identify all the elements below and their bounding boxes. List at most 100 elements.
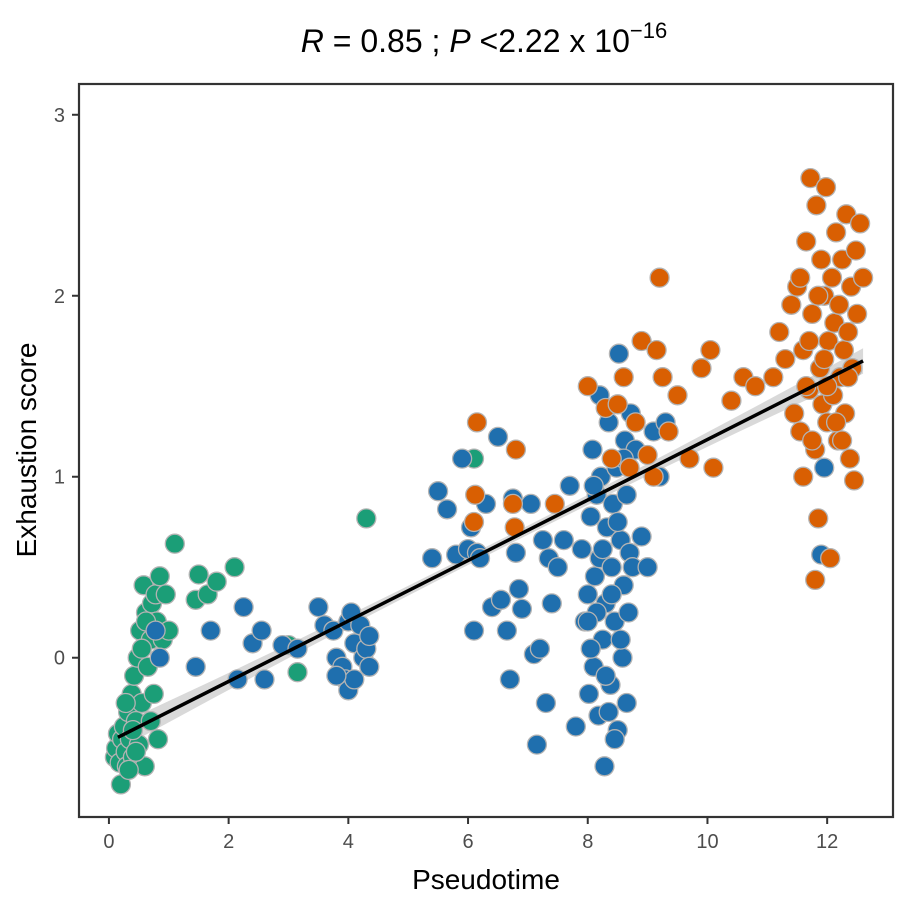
data-point-orange	[769, 321, 790, 343]
data-point-blue	[604, 729, 625, 750]
data-point-orange	[646, 339, 667, 361]
regression-line-layer	[117, 359, 864, 739]
title-r-symbol: R	[301, 23, 324, 59]
data-point-orange	[808, 285, 829, 306]
data-point-orange	[843, 470, 865, 491]
data-point-green	[125, 741, 147, 762]
data-point-blue	[490, 589, 512, 610]
data-point-orange	[808, 508, 829, 529]
data-point-orange	[465, 484, 486, 505]
data-point-orange	[763, 367, 784, 388]
data-point-blue	[511, 598, 533, 620]
data-point-blue	[595, 665, 616, 686]
title-p-exponent: −16	[630, 18, 667, 43]
data-point-orange	[721, 390, 742, 411]
x-axis-title: Pseudotime	[412, 864, 560, 895]
data-point-blue	[616, 692, 637, 714]
data-point-blue	[359, 625, 380, 647]
data-point-orange	[502, 493, 524, 515]
data-point-orange	[613, 367, 634, 388]
x-tick-label: 4	[343, 831, 354, 853]
data-point-blue	[610, 629, 631, 650]
data-point-blue	[499, 669, 521, 690]
data-point-blue	[451, 448, 473, 469]
data-point-green	[188, 564, 209, 585]
data-point-orange	[649, 267, 670, 288]
data-point-orange	[601, 448, 622, 469]
data-point-orange	[839, 448, 861, 469]
data-point-blue	[592, 538, 613, 560]
data-point-blue	[463, 620, 485, 641]
data-point-green	[131, 638, 152, 659]
data-point-orange	[849, 213, 871, 234]
data-point-blue	[618, 602, 639, 623]
data-point-orange	[820, 548, 841, 569]
title-r-value: = 0.85 ;	[324, 23, 449, 59]
data-point-blue	[637, 557, 658, 578]
x-axis: 0 2 4 6 8 10 12	[103, 817, 838, 853]
plot-panel	[79, 84, 893, 817]
data-point-blue	[578, 683, 600, 705]
data-point-orange	[852, 267, 874, 288]
data-point-blue	[421, 548, 443, 569]
data-point-blue	[529, 638, 551, 659]
data-point-blue	[607, 511, 628, 533]
data-point-orange	[800, 167, 821, 189]
data-point-blue	[526, 734, 548, 755]
data-point-blue	[251, 620, 272, 641]
data-point-orange	[796, 231, 817, 252]
x-tick-label: 0	[103, 831, 114, 853]
regression-line	[117, 359, 864, 739]
data-point-orange	[833, 339, 855, 361]
data-point-green	[115, 692, 136, 714]
data-point-blue	[359, 656, 380, 677]
data-point-blue	[535, 692, 557, 714]
data-point-blue	[436, 499, 458, 520]
data-point-orange	[703, 457, 724, 478]
data-point-green	[287, 662, 308, 683]
data-point-orange	[802, 303, 823, 325]
x-tick-label: 12	[816, 831, 838, 853]
data-point-blue	[608, 343, 630, 364]
data-point-green	[118, 759, 139, 781]
data-point-orange	[607, 394, 628, 415]
data-point-orange	[505, 439, 527, 460]
data-point-blue	[616, 484, 637, 505]
data-point-blue	[547, 557, 568, 578]
data-point-orange	[811, 249, 832, 270]
data-point-blue	[185, 656, 206, 677]
y-tick-label: 1	[54, 467, 65, 489]
data-point-orange	[463, 511, 485, 533]
data-point-orange	[658, 421, 679, 442]
data-point-orange	[790, 267, 811, 288]
data-point-orange	[775, 348, 796, 370]
data-point-blue	[571, 538, 592, 560]
data-point-orange	[806, 195, 827, 216]
data-point-orange	[577, 376, 598, 397]
data-point-blue	[553, 529, 574, 551]
data-point-blue	[200, 620, 221, 641]
x-tick-label: 8	[582, 831, 593, 853]
data-point-blue	[254, 669, 275, 690]
title-p-text: <2.22 x 10	[471, 23, 630, 59]
data-point-orange	[745, 376, 766, 397]
data-point-orange	[637, 444, 658, 466]
y-axis-title: Exhaustion score	[11, 343, 42, 558]
data-point-green	[164, 533, 185, 554]
data-point-blue	[612, 647, 633, 668]
data-point-blue	[508, 578, 530, 600]
data-point-orange	[625, 412, 646, 433]
data-point-blue	[541, 593, 562, 614]
data-point-blue	[520, 493, 542, 515]
x-tick-label: 6	[462, 831, 473, 853]
data-point-blue	[594, 756, 615, 777]
data-point-orange	[814, 348, 835, 370]
data-point-orange	[667, 385, 688, 406]
data-point-orange	[793, 466, 814, 487]
data-point-blue	[326, 665, 347, 686]
data-point-orange	[805, 569, 826, 591]
data-point-green	[155, 584, 176, 605]
data-point-blue	[344, 669, 365, 690]
data-point-orange	[825, 222, 847, 243]
data-point-blue	[505, 542, 527, 563]
